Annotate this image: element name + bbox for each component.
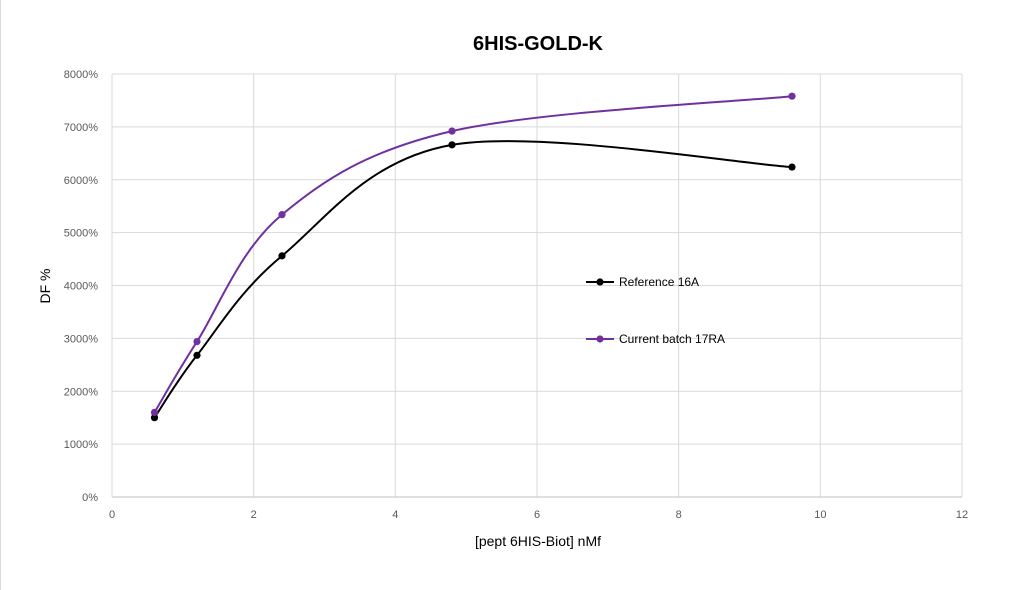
series-line [153,95,793,413]
data-point [788,163,796,171]
data-point [448,127,456,135]
grid [111,73,963,498]
x-tick-label: 2 [251,509,257,521]
y-tick-label: 6000% [64,175,98,187]
y-tick-label: 1000% [64,439,98,451]
data-point [193,351,201,359]
data-point [193,337,201,346]
chart-title: 6HIS-GOLD-K [473,33,604,55]
legend-entry: Current batch 17RA [586,332,725,346]
legend-entry: Reference 16A [586,275,699,289]
y-tick-label: 2000% [64,386,98,398]
legend-marker [596,278,604,286]
axes: 0 2 4 6 8 10 12 0% 1000% 2000% 3000% 4000% 5000% 6000… [64,69,968,521]
x-tick-label: 10 [814,509,826,521]
data-point [788,92,796,100]
series-1 [150,92,796,416]
legend: Reference 16A Current batch 17RA [586,275,725,346]
y-tick-label: 4000% [64,281,98,293]
y-tick-label: 8000% [64,69,98,81]
legend-label: Reference 16A [619,275,699,289]
data-point [448,141,456,149]
x-tick-label: 4 [392,509,398,521]
y-tick-label: 5000% [64,228,98,240]
data-point [150,408,159,416]
series [150,92,796,422]
x-tick-label: 0 [109,509,115,521]
legend-marker [596,335,604,343]
series-0 [150,140,796,422]
y-tick-label: 3000% [64,333,98,345]
data-point [150,414,159,422]
data-point [278,252,286,260]
x-tick-label: 6 [534,509,540,521]
x-tick-label: 12 [956,509,968,521]
y-tick-label: 0% [82,492,98,504]
y-axis-label: DF % [37,269,53,304]
x-axis-label: [pept 6HIS-Biot] nMf [475,533,601,549]
data-point [278,211,286,219]
y-tick-label: 7000% [64,122,98,134]
x-tick-label: 8 [676,509,682,521]
legend-label: Current batch 17RA [619,332,725,346]
